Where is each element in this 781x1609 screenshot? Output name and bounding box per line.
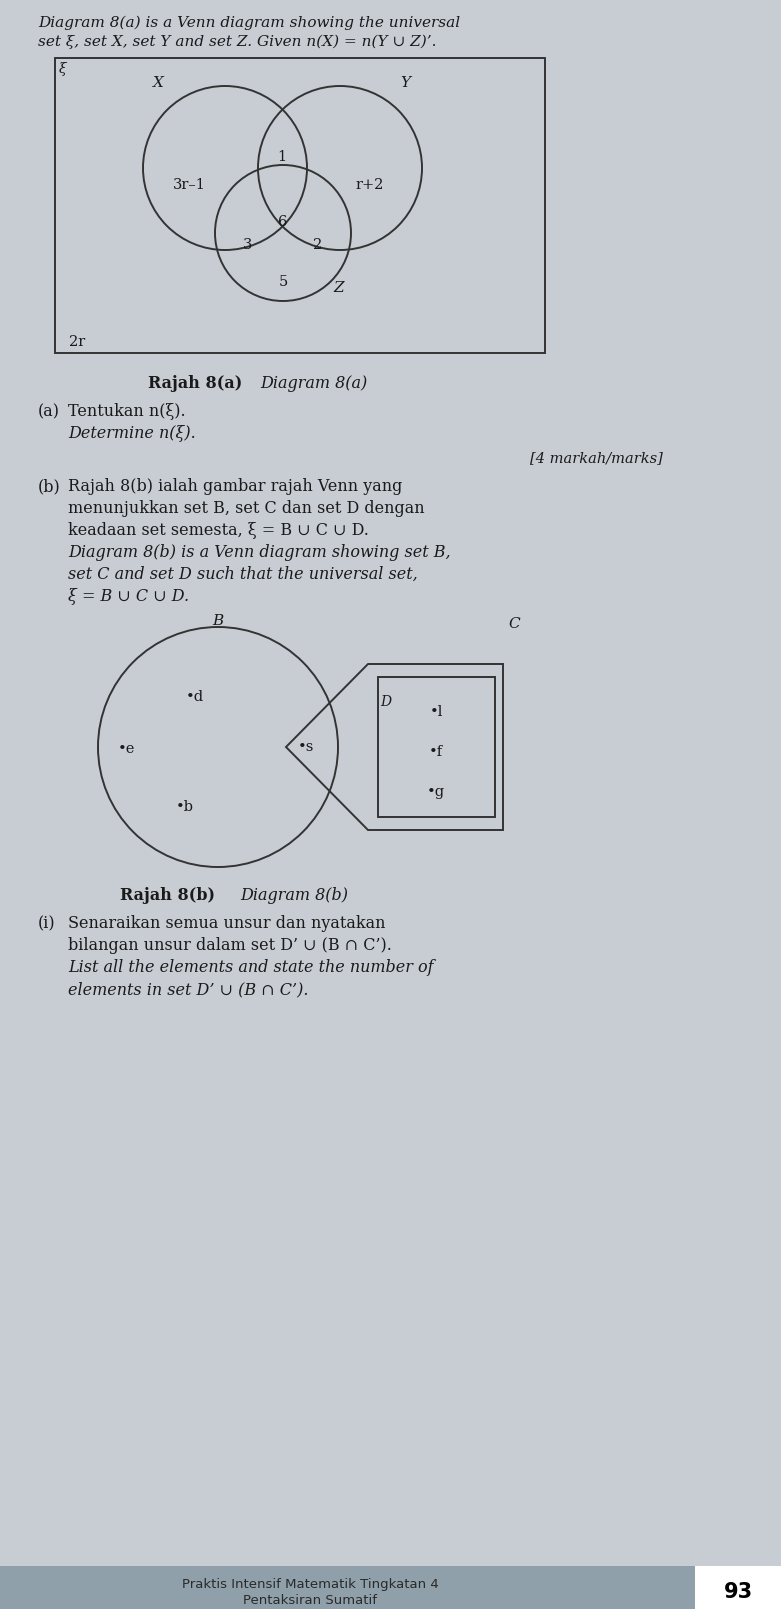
Text: Diagram 8(a): Diagram 8(a) [260,375,367,393]
Text: Z: Z [333,282,344,294]
Text: •l: •l [430,705,443,719]
Text: ξ = B ∪ C ∪ D.: ξ = B ∪ C ∪ D. [68,587,189,605]
Text: Praktis Intensif Matematik Tingkatan 4: Praktis Intensif Matematik Tingkatan 4 [182,1578,438,1591]
Text: Diagram 8(b) is a Venn diagram showing set B,: Diagram 8(b) is a Venn diagram showing s… [68,544,451,562]
Text: 3: 3 [244,238,253,253]
Text: Determine n(ξ).: Determine n(ξ). [68,425,196,442]
Text: C: C [508,616,519,631]
Text: 2r: 2r [69,335,85,349]
Text: menunjukkan set B, set C dan set D dengan: menunjukkan set B, set C dan set D denga… [68,500,425,516]
Text: set C and set D such that the universal set,: set C and set D such that the universal … [68,566,418,582]
Text: Diagram 8(b): Diagram 8(b) [240,887,348,904]
Text: 2: 2 [313,238,323,253]
Text: Rajah 8(a): Rajah 8(a) [148,375,242,393]
Text: B: B [212,615,223,628]
Text: Diagram 8(a) is a Venn diagram showing the universal: Diagram 8(a) is a Venn diagram showing t… [38,16,460,31]
Text: Tentukan n(ξ).: Tentukan n(ξ). [68,402,186,420]
Bar [378,677,495,817]
Text: 3r–1: 3r–1 [173,179,206,191]
Text: •d: •d [186,690,204,705]
Text: •e: •e [118,742,135,756]
Text: Y: Y [400,76,410,90]
Text: •f: •f [429,745,443,759]
Text: D: D [380,695,391,710]
Text: List all the elements and state the number of: List all the elements and state the numb… [68,959,433,977]
Text: (b): (b) [38,478,61,496]
Text: set ξ, set X, set Y and set Z. Given n(X) = n(Y ∪ Z)’.: set ξ, set X, set Y and set Z. Given n(X… [38,35,437,50]
Text: •g: •g [427,785,445,800]
Text: r+2: r+2 [355,179,383,191]
Text: (i): (i) [38,916,55,932]
Text: elements in set D’ ∪ (B ∩ C’).: elements in set D’ ∪ (B ∩ C’). [68,981,308,998]
Text: 1: 1 [277,150,287,164]
Text: bilangan unsur dalam set D’ ∪ (B ∩ C’).: bilangan unsur dalam set D’ ∪ (B ∩ C’). [68,936,392,954]
Text: 93: 93 [723,1582,753,1603]
Bar [695,1566,781,1609]
Text: ξ: ξ [59,63,66,76]
Bar [0,1566,781,1609]
Text: Rajah 8(b) ialah gambar rajah Venn yang: Rajah 8(b) ialah gambar rajah Venn yang [68,478,402,496]
Text: Pentaksiran Sumatif: Pentaksiran Sumatif [243,1595,377,1607]
Text: •s: •s [298,740,315,755]
Text: keadaan set semesta, ξ = B ∪ C ∪ D.: keadaan set semesta, ξ = B ∪ C ∪ D. [68,521,369,539]
Text: Senaraikan semua unsur dan nyatakan: Senaraikan semua unsur dan nyatakan [68,916,386,932]
Text: 6: 6 [278,216,287,228]
Text: X: X [153,76,164,90]
Text: [4 markah/marks]: [4 markah/marks] [530,451,663,465]
Text: 5: 5 [278,275,287,290]
Text: •b: •b [176,800,194,814]
Bar [55,58,545,352]
Text: (a): (a) [38,402,60,420]
Text: Rajah 8(b): Rajah 8(b) [120,887,216,904]
